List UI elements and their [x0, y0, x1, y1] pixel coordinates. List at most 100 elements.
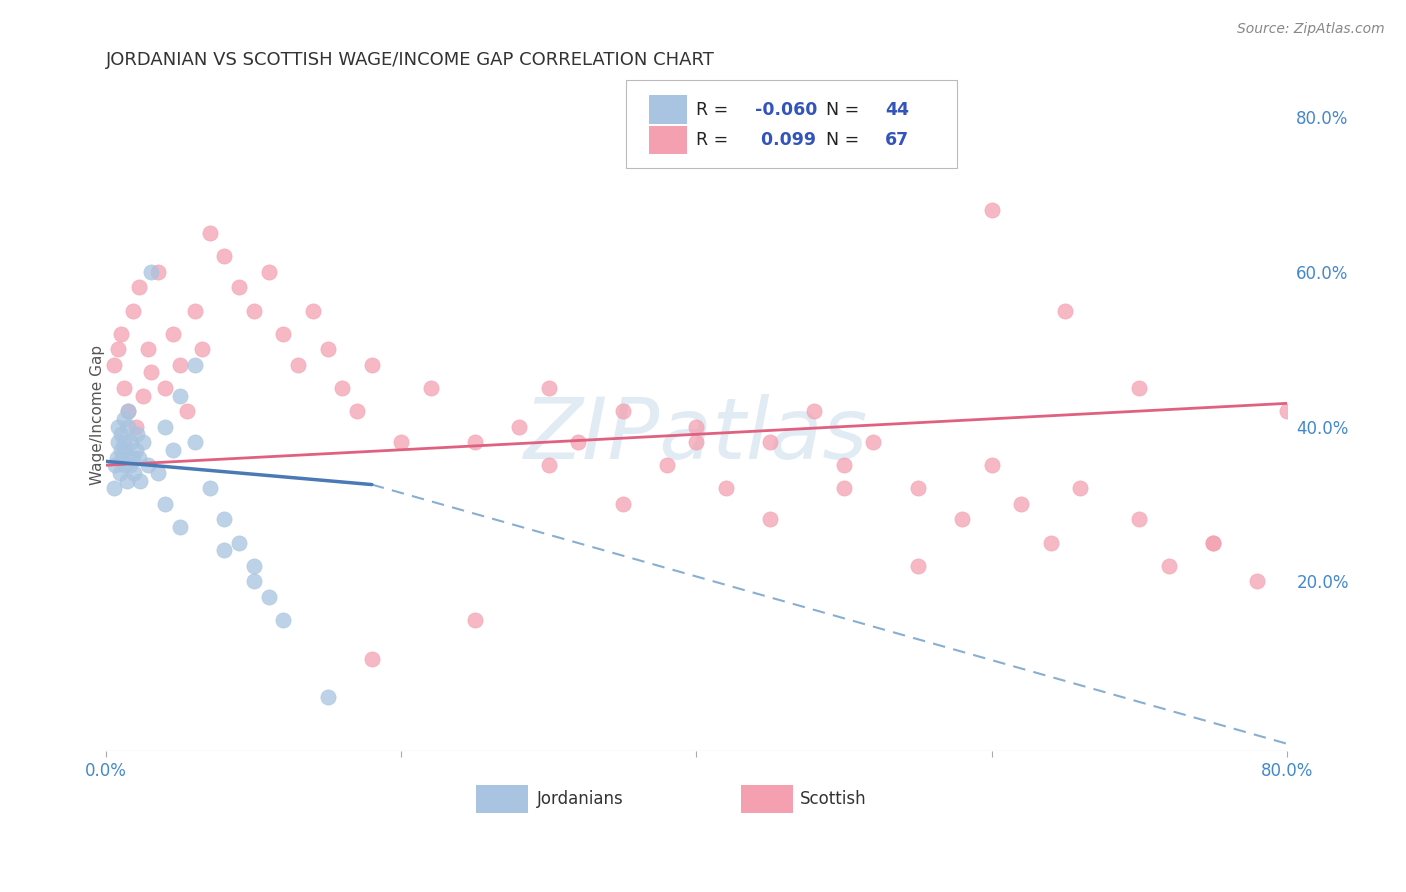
Point: [257, 590, 280, 604]
Y-axis label: Wage/Income Gap: Wage/Income Gap: [90, 345, 105, 485]
Point: [803, 404, 825, 418]
Point: [1010, 497, 1032, 511]
Point: [105, 450, 128, 465]
Point: [242, 558, 264, 573]
Point: [184, 303, 207, 318]
Point: [832, 482, 855, 496]
FancyBboxPatch shape: [650, 126, 688, 154]
Point: [117, 404, 139, 418]
Point: [198, 226, 221, 240]
Point: [176, 404, 198, 418]
Point: [759, 435, 782, 450]
Point: [1128, 381, 1150, 395]
Point: [112, 435, 135, 450]
Point: [162, 326, 184, 341]
Point: [271, 326, 294, 341]
Point: [464, 613, 486, 627]
Text: 0.099: 0.099: [755, 131, 817, 149]
Point: [537, 381, 560, 395]
Point: [129, 474, 152, 488]
Point: [107, 343, 129, 357]
Point: [107, 419, 129, 434]
Point: [685, 419, 707, 434]
Point: [301, 303, 323, 318]
Point: [125, 442, 148, 457]
Point: [214, 543, 236, 558]
Point: [191, 343, 214, 357]
Point: [1069, 482, 1091, 496]
Point: [271, 613, 294, 627]
Point: [108, 466, 131, 480]
Point: [1275, 404, 1298, 418]
Point: [155, 419, 177, 434]
Point: [1157, 558, 1180, 573]
Point: [111, 450, 134, 465]
Point: [1202, 535, 1225, 549]
Point: [287, 358, 309, 372]
FancyBboxPatch shape: [650, 95, 688, 124]
Text: N =: N =: [827, 101, 865, 119]
Text: ZIPatlas: ZIPatlas: [524, 393, 869, 476]
Point: [136, 343, 159, 357]
Point: [612, 497, 634, 511]
Point: [117, 404, 139, 418]
Point: [316, 343, 339, 357]
Point: [464, 435, 486, 450]
Text: -0.060: -0.060: [755, 101, 818, 119]
Point: [139, 366, 162, 380]
Text: Jordanians: Jordanians: [537, 790, 624, 808]
Point: [242, 303, 264, 318]
Point: [228, 535, 250, 549]
Point: [980, 458, 1002, 473]
Point: [950, 512, 973, 526]
Point: [132, 435, 155, 450]
Point: [214, 512, 236, 526]
Point: [1128, 512, 1150, 526]
Point: [567, 435, 589, 450]
Point: [832, 458, 855, 473]
FancyBboxPatch shape: [626, 80, 957, 168]
Point: [759, 512, 782, 526]
Point: [114, 458, 136, 473]
Point: [1246, 574, 1268, 589]
Point: [155, 381, 177, 395]
Point: [685, 435, 707, 450]
Point: [117, 419, 139, 434]
Point: [107, 435, 129, 450]
Point: [257, 265, 280, 279]
Point: [907, 482, 929, 496]
Point: [1039, 535, 1062, 549]
Point: [862, 435, 884, 450]
FancyBboxPatch shape: [741, 785, 793, 814]
Point: [980, 202, 1002, 217]
Text: JORDANIAN VS SCOTTISH WAGE/INCOME GAP CORRELATION CHART: JORDANIAN VS SCOTTISH WAGE/INCOME GAP CO…: [107, 51, 716, 69]
Point: [122, 466, 145, 480]
Point: [112, 412, 135, 426]
Point: [103, 482, 125, 496]
Point: [127, 427, 149, 442]
Point: [419, 381, 441, 395]
Point: [537, 458, 560, 473]
Point: [612, 404, 634, 418]
Point: [162, 442, 184, 457]
Text: N =: N =: [827, 131, 865, 149]
Text: 44: 44: [886, 101, 910, 119]
Point: [155, 497, 177, 511]
Point: [128, 280, 150, 294]
Text: Source: ZipAtlas.com: Source: ZipAtlas.com: [1237, 22, 1385, 37]
Point: [508, 419, 530, 434]
Point: [103, 358, 125, 372]
Point: [114, 442, 136, 457]
Point: [214, 249, 236, 263]
Text: Scottish: Scottish: [800, 790, 868, 808]
Point: [136, 458, 159, 473]
Point: [112, 381, 135, 395]
Point: [120, 435, 142, 450]
Point: [146, 265, 169, 279]
Point: [714, 482, 737, 496]
Point: [110, 326, 132, 341]
Point: [242, 574, 264, 589]
FancyBboxPatch shape: [475, 785, 527, 814]
Point: [360, 651, 382, 665]
Point: [169, 358, 191, 372]
